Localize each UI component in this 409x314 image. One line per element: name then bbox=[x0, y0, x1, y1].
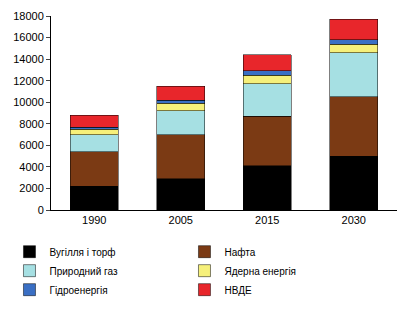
svg-text:Вугілля і торф: Вугілля і торф bbox=[49, 247, 115, 258]
svg-text:8000: 8000 bbox=[19, 118, 43, 130]
svg-text:Нафта: Нафта bbox=[224, 247, 255, 258]
svg-text:Природний газ: Природний газ bbox=[49, 266, 117, 277]
svg-text:0: 0 bbox=[38, 204, 44, 216]
svg-text:10000: 10000 bbox=[13, 96, 44, 108]
svg-text:2015: 2015 bbox=[255, 214, 279, 226]
svg-text:2005: 2005 bbox=[169, 214, 193, 226]
svg-text:2030: 2030 bbox=[342, 214, 366, 226]
svg-text:НВДЕ: НВДЕ bbox=[224, 285, 251, 296]
svg-text:Гідроенергія: Гідроенергія bbox=[49, 285, 107, 296]
svg-text:14000: 14000 bbox=[13, 53, 44, 65]
svg-text:16000: 16000 bbox=[13, 31, 44, 43]
svg-text:12000: 12000 bbox=[13, 75, 44, 87]
svg-text:2000: 2000 bbox=[19, 182, 43, 194]
svg-text:4000: 4000 bbox=[19, 161, 43, 173]
svg-text:1990: 1990 bbox=[82, 214, 106, 226]
svg-text:Ядерна енергія: Ядерна енергія bbox=[224, 266, 296, 277]
svg-text:6000: 6000 bbox=[19, 139, 43, 151]
svg-text:18000: 18000 bbox=[13, 10, 44, 22]
